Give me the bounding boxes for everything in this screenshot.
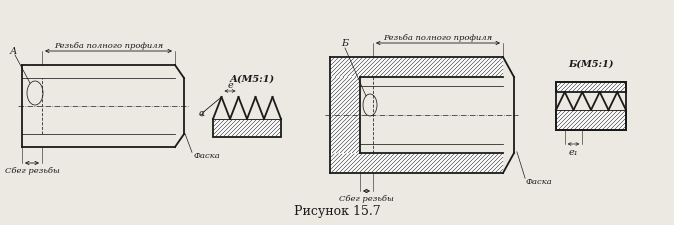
Polygon shape: [230, 98, 247, 119]
Text: А: А: [10, 47, 18, 56]
Polygon shape: [556, 93, 574, 110]
Text: Сбег резьбы: Сбег резьбы: [339, 194, 394, 202]
Polygon shape: [213, 98, 230, 119]
Polygon shape: [556, 110, 626, 130]
Polygon shape: [591, 93, 609, 110]
Text: Рисунок 15.7: Рисунок 15.7: [294, 204, 380, 217]
Text: α: α: [199, 108, 205, 117]
Text: Б(М5:1): Б(М5:1): [568, 60, 614, 69]
Polygon shape: [330, 78, 360, 153]
Polygon shape: [609, 93, 626, 110]
Polygon shape: [247, 98, 264, 119]
Polygon shape: [556, 83, 626, 93]
Text: e₁: e₁: [569, 147, 578, 156]
Text: А(М5:1): А(М5:1): [229, 75, 274, 84]
Text: Фаска: Фаска: [194, 151, 221, 159]
Polygon shape: [264, 98, 281, 119]
Polygon shape: [360, 78, 514, 153]
Polygon shape: [330, 58, 503, 78]
Text: Резьба полного профиля: Резьба полного профиля: [384, 34, 493, 42]
Text: Б: Б: [342, 39, 348, 48]
Text: Фаска: Фаска: [526, 177, 553, 185]
Text: Резьба полного профиля: Резьба полного профиля: [54, 42, 163, 50]
Polygon shape: [574, 93, 591, 110]
Text: Сбег резьбы: Сбег резьбы: [5, 166, 59, 174]
Text: e: e: [227, 81, 233, 90]
Polygon shape: [330, 153, 503, 173]
Polygon shape: [213, 119, 281, 137]
